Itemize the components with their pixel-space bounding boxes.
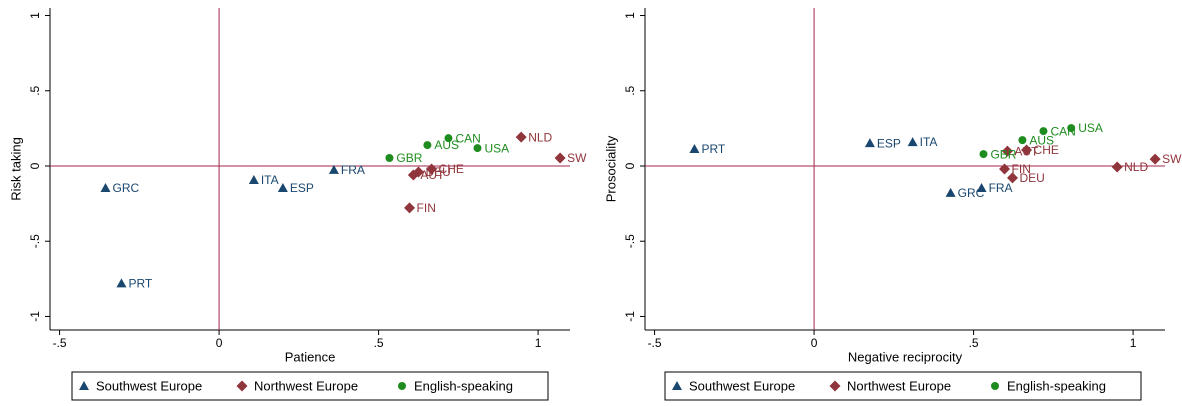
- legend-box: [71, 371, 549, 401]
- triangle-marker: [100, 182, 111, 192]
- point-label: CHE: [1034, 143, 1059, 157]
- point-label: PRT: [701, 142, 725, 156]
- legend-label: Northwest Europe: [847, 378, 951, 393]
- diamond-marker: [1111, 161, 1123, 173]
- x-tick-label: 0: [811, 336, 818, 350]
- point-label: GRC: [958, 186, 985, 200]
- y-axis-title: Prosociality: [603, 135, 618, 202]
- point-label: NLD: [528, 130, 552, 144]
- triangle-marker: [907, 137, 918, 147]
- x-tick-label: .5: [374, 336, 384, 350]
- point-label: GBR: [396, 151, 422, 165]
- y-tick-label: -.5: [623, 234, 637, 248]
- point-label: FRA: [341, 163, 365, 177]
- triangle-marker: [976, 182, 987, 192]
- point-label: NLD: [1124, 160, 1148, 174]
- point-label: FIN: [1012, 162, 1031, 176]
- x-tick-label: 0: [216, 336, 223, 350]
- point-label: SW: [567, 151, 587, 165]
- point-label: AUS: [1029, 133, 1054, 147]
- point-label: GBR: [990, 147, 1016, 161]
- point-label: PRT: [128, 277, 152, 291]
- point-label: AUT: [420, 168, 445, 182]
- diamond-marker: [426, 163, 438, 175]
- circle-marker: [385, 154, 394, 163]
- point-label: ITA: [261, 173, 279, 187]
- point-label: ESP: [877, 136, 901, 150]
- triangle-marker: [116, 278, 127, 288]
- triangle-marker: [248, 174, 259, 184]
- diamond-marker: [1021, 144, 1033, 156]
- diamond-marker: [829, 380, 841, 392]
- x-tick-label: 1: [1130, 336, 1137, 350]
- chart: -.5 0 .5 1 -1 -.5 0 .5 1 Patience Risk taking GRC PR…: [8, 8, 587, 401]
- diamond-marker: [412, 166, 424, 178]
- point-label: CHE: [439, 162, 464, 176]
- point-label: FIN: [417, 201, 436, 215]
- point-label: CAN: [455, 131, 480, 145]
- y-tick-label: .5: [623, 85, 637, 95]
- x-tick-label: .5: [969, 336, 979, 350]
- diamond-marker: [1007, 172, 1019, 184]
- x-tick-label: -.5: [53, 336, 67, 350]
- circle-marker: [1018, 136, 1027, 145]
- circle-marker: [423, 141, 432, 150]
- y-axis-title: Risk taking: [8, 137, 23, 201]
- x-axis-title: Negative reciprocity: [848, 349, 963, 364]
- triangle-marker: [672, 381, 682, 390]
- y-tick-label: -1: [28, 311, 42, 322]
- triangle-marker: [864, 138, 875, 148]
- legend-label: English-speaking: [414, 378, 513, 393]
- y-tick-label: 0: [28, 162, 42, 169]
- diamond-marker: [236, 380, 248, 392]
- point-label: USA: [1078, 121, 1103, 135]
- circle-marker: [444, 134, 453, 143]
- point-label: GRC: [113, 181, 140, 195]
- y-tick-label: .5: [28, 85, 42, 95]
- triangle-marker: [277, 182, 288, 192]
- legend-label: English-speaking: [1007, 378, 1106, 393]
- diamond-marker: [1001, 145, 1013, 157]
- point-label: AUS: [434, 138, 459, 152]
- circle-marker: [1039, 127, 1048, 136]
- legend-label: Southwest Europe: [96, 378, 202, 393]
- point-label: ITA: [920, 135, 938, 149]
- point-label: FRA: [989, 181, 1013, 195]
- y-tick-label: 1: [28, 12, 42, 19]
- legend-label: Northwest Europe: [254, 378, 358, 393]
- y-tick-label: 1: [623, 12, 637, 19]
- diamond-marker: [554, 152, 566, 164]
- circle-marker: [473, 144, 482, 153]
- chart: -.5 0 .5 1 -1 -.5 0 .5 1 Negative reciprocity Pros…: [603, 8, 1182, 401]
- point-label: DEU: [1020, 171, 1045, 185]
- y-tick-label: -1: [623, 311, 637, 322]
- x-axis-title: Patience: [285, 349, 336, 364]
- x-tick-label: -.5: [648, 336, 662, 350]
- circle-marker: [991, 382, 999, 390]
- point-label: ESP: [290, 181, 314, 195]
- x-tick-label: 1: [535, 336, 542, 350]
- diamond-marker: [1149, 153, 1161, 165]
- diamond-marker: [515, 131, 527, 143]
- circle-marker: [398, 382, 406, 390]
- triangle-marker: [79, 381, 89, 390]
- diamond-marker: [999, 163, 1011, 175]
- legend-box: [664, 371, 1142, 401]
- circle-marker: [979, 150, 988, 159]
- legend-label: Southwest Europe: [689, 378, 795, 393]
- point-label: SW: [1162, 152, 1182, 166]
- y-tick-label: -.5: [28, 234, 42, 248]
- triangle-marker: [328, 164, 339, 174]
- point-label: USA: [484, 141, 509, 155]
- diamond-marker: [404, 202, 416, 214]
- triangle-marker: [689, 143, 700, 153]
- circle-marker: [1067, 124, 1076, 133]
- triangle-marker: [945, 187, 956, 197]
- y-tick-label: 0: [623, 162, 637, 169]
